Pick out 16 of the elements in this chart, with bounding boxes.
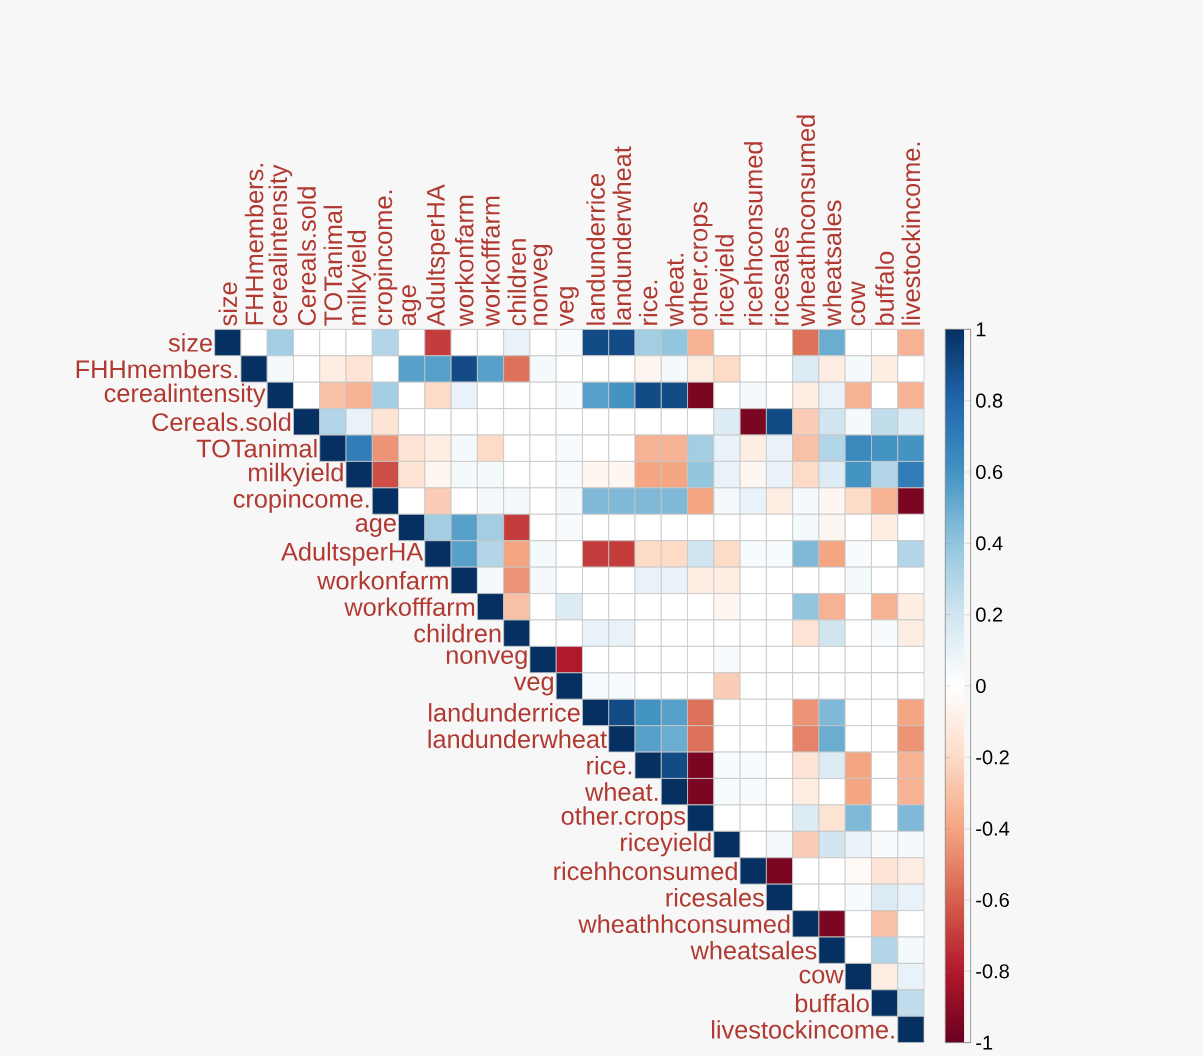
color-bar-label: 1	[976, 322, 986, 337]
color-bar-label: -0.2	[976, 750, 1009, 765]
color-bar-label: 0.2	[976, 607, 1003, 622]
y-tick-label: other.crops	[561, 806, 686, 830]
color-bar-label: 0.4	[976, 536, 1003, 551]
color-bar-label: -0.4	[976, 821, 1010, 836]
y-tick-label: wheathhconsumed	[578, 914, 790, 934]
y-tick-label: rice.	[587, 755, 632, 775]
color-bar-label: 0	[976, 678, 986, 694]
color-bar-label: 0.6	[976, 464, 1003, 480]
y-tick-label: wheat.	[585, 782, 658, 801]
color-bar-label: -0.6	[976, 892, 1009, 908]
y-tick-label: age	[355, 518, 396, 537]
color-bar-label: 0.8	[976, 393, 1003, 408]
color-bar-label: -1	[976, 1035, 993, 1050]
color-bar-label: -0.8	[976, 964, 1009, 979]
